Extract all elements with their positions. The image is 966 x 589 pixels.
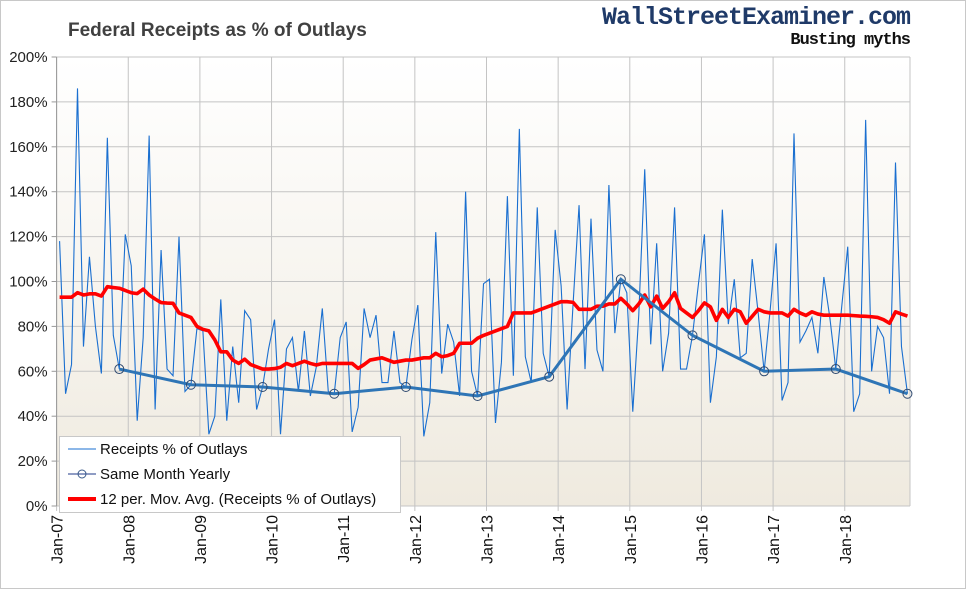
- data-point-same-month-yearly: [759, 366, 770, 377]
- x-tick-label: Jan-07: [50, 515, 67, 564]
- legend-line-icon: [68, 448, 96, 450]
- site-logo: WallStreetExaminer.com: [601, 3, 911, 32]
- data-point-same-month-yearly: [329, 388, 340, 399]
- data-point-same-month-yearly: [830, 364, 841, 375]
- x-tick-label: Jan-09: [193, 515, 210, 564]
- data-point-same-month-yearly: [400, 382, 411, 393]
- data-point-same-month-yearly: [902, 388, 913, 399]
- x-tick-label: Jan-17: [766, 515, 783, 564]
- x-tick-label: Jan-11: [336, 515, 353, 563]
- y-tick-label: 120%: [9, 229, 47, 246]
- data-point-same-month-yearly: [257, 382, 268, 393]
- data-point-same-month-yearly: [615, 274, 626, 285]
- legend-item-yearly: Same Month Yearly: [68, 463, 230, 485]
- data-point-same-month-yearly: [544, 371, 555, 382]
- y-tick-label: 180%: [9, 94, 47, 111]
- x-tick-label: Jan-13: [480, 515, 497, 564]
- data-point-same-month-yearly: [687, 330, 698, 341]
- y-tick-label: 0%: [26, 498, 48, 515]
- site-tagline: Busting myths: [790, 31, 911, 50]
- x-tick-label: Jan-18: [838, 515, 855, 564]
- y-tick-label: 60%: [18, 363, 48, 380]
- x-tick-label: Jan-08: [121, 515, 138, 564]
- legend-circle-line-icon: [68, 469, 96, 479]
- chart-title: Federal Receipts as % of Outlays: [68, 20, 367, 41]
- y-tick-label: 80%: [18, 318, 48, 335]
- x-tick-label: Jan-16: [694, 515, 711, 564]
- legend-label: 12 per. Mov. Avg. (Receipts % of Outlays…: [100, 490, 377, 508]
- x-tick-label: Jan-10: [265, 515, 282, 564]
- legend-label: Same Month Yearly: [100, 465, 231, 483]
- data-point-same-month-yearly: [472, 390, 483, 401]
- series-line-same-month-yearly: [118, 277, 908, 398]
- y-tick-label: 200%: [9, 49, 47, 66]
- y-tick-label: 20%: [18, 453, 48, 470]
- y-tick-label: 100%: [9, 274, 47, 291]
- x-tick-label: Jan-14: [551, 515, 568, 564]
- legend-label: Receipts % of Outlays: [100, 440, 248, 458]
- series-line-moving-average: [59, 284, 909, 371]
- legend-item-monthly: Receipts % of Outlays: [68, 438, 248, 460]
- data-point-same-month-yearly: [114, 364, 125, 375]
- y-tick-label: 160%: [9, 139, 47, 156]
- x-tick-label: Jan-15: [623, 515, 640, 564]
- x-tick-label: Jan-12: [408, 515, 425, 564]
- legend-item-moving-avg: 12 per. Mov. Avg. (Receipts % of Outlays…: [68, 488, 376, 510]
- y-tick-label: 40%: [18, 408, 48, 425]
- legend: Receipts % of Outlays Same Month Yearly …: [59, 436, 401, 513]
- legend-thick-line-icon: [68, 497, 96, 501]
- y-tick-label: 140%: [9, 184, 47, 201]
- data-point-same-month-yearly: [185, 379, 196, 390]
